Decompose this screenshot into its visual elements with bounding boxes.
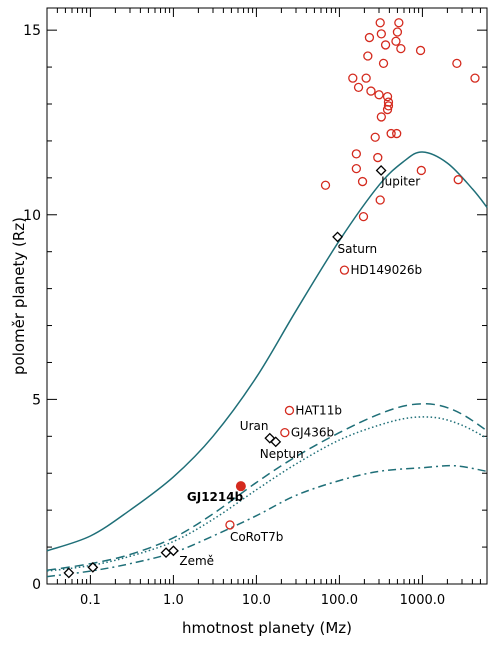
exoplanet-point (353, 82, 364, 93)
highlight-point (235, 481, 246, 492)
exoplanet-point (452, 58, 462, 69)
exoplanet-point (415, 45, 426, 56)
model-curve-dotted (46, 416, 488, 572)
x-tick-label: 1.0 (163, 593, 184, 608)
exoplanet-point (320, 180, 331, 190)
exoplanet-point (348, 73, 358, 83)
exoplanet-point (339, 265, 350, 275)
exoplanet-point (370, 132, 380, 142)
exoplanet-point (396, 43, 406, 54)
y-tick-label: 0 (32, 577, 41, 593)
exoplanet-point (351, 163, 362, 174)
solar-planet-point (167, 545, 179, 557)
point-label: Saturn (338, 242, 378, 256)
exoplanet-point (357, 176, 368, 187)
x-axis-label: hmotnost planety (Mz) (182, 619, 352, 637)
x-tick-label: 100.0 (321, 593, 358, 608)
solar-planet-point (270, 436, 282, 448)
point-label: Země (179, 554, 214, 568)
y-tick-label: 5 (32, 392, 41, 408)
y-tick-label: 15 (23, 23, 41, 39)
point-label: Neptun (260, 447, 304, 461)
y-tick-label: 10 (23, 208, 41, 224)
exoplanet-point (376, 112, 386, 122)
solar-planet-point (63, 567, 75, 579)
exoplanet-point (382, 91, 393, 102)
exoplanet-point (453, 175, 463, 185)
point-label: Jupiter (380, 174, 420, 188)
point-label: CoRoT7b (230, 530, 283, 544)
exoplanet-point (374, 90, 384, 100)
x-tick-label: 1000.0 (400, 593, 446, 608)
model-curve-dashed (46, 403, 488, 572)
exoplanet-point (364, 32, 375, 43)
exoplanet-point (376, 29, 386, 39)
solar-planet-point (375, 165, 387, 176)
solar-planet-point (332, 231, 343, 243)
exoplanet-point (375, 195, 385, 205)
exoplanet-point (225, 520, 235, 530)
exoplanet-point (416, 165, 426, 176)
exoplanet-point (375, 18, 385, 28)
exoplanet-point (280, 427, 290, 438)
point-label: GJ1214b (187, 490, 244, 504)
exoplanet-point (382, 104, 393, 115)
exoplanet-point (358, 211, 369, 222)
exoplanet-point (383, 101, 394, 111)
exoplanet-point (363, 51, 373, 61)
exoplanet-point (351, 149, 362, 159)
exoplanet-point (386, 128, 396, 139)
x-tick-label: 0.1 (80, 593, 101, 608)
exoplanet-point (380, 40, 391, 50)
exoplanet-point (373, 152, 383, 163)
solar-planet-point (87, 561, 99, 573)
model-curve-dashdot (46, 464, 488, 578)
exoplanet-point (391, 36, 401, 46)
y-axis-label: poloměr planety (Rz) (10, 217, 28, 375)
x-tick-label: 10.0 (242, 593, 271, 608)
point-label: GJ436b (291, 426, 334, 440)
exoplanet-point (392, 128, 402, 139)
exoplanet-point (392, 27, 403, 37)
point-label: HD149026b (350, 263, 422, 277)
exoplanet-point (361, 73, 371, 83)
solar-planet-point (160, 547, 172, 559)
model-curve-solid (46, 151, 488, 552)
point-label: Uran (240, 419, 269, 433)
point-label: HAT11b (295, 403, 342, 417)
exoplanet-point (378, 58, 389, 69)
exoplanet-point (470, 73, 480, 83)
plot-frame (46, 7, 488, 585)
exoplanet-point (394, 18, 404, 28)
exoplanet-point (366, 86, 376, 96)
exoplanet-point (284, 405, 295, 416)
